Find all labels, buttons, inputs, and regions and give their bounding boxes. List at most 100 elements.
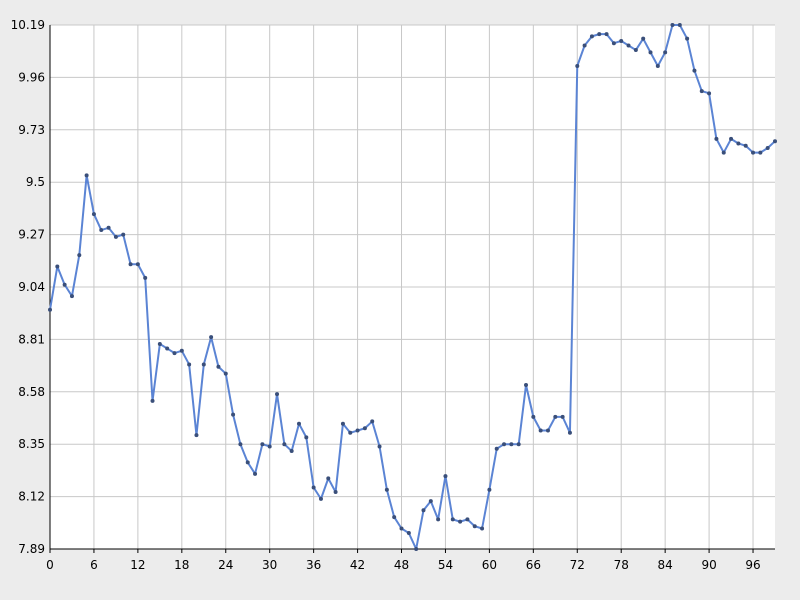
data-point (282, 442, 287, 447)
data-point (311, 485, 316, 490)
x-tick-label: 48 (394, 558, 409, 572)
data-point (165, 346, 170, 351)
data-point (362, 426, 367, 431)
data-point (531, 414, 536, 419)
data-point (55, 264, 60, 269)
data-point (267, 444, 272, 449)
data-point (487, 487, 492, 492)
data-point (516, 442, 521, 447)
data-point (421, 508, 426, 513)
x-tick-label: 66 (526, 558, 541, 572)
data-point (384, 487, 389, 492)
y-tick-label: 8.35 (18, 437, 45, 451)
data-point (121, 232, 126, 237)
data-point (77, 253, 82, 258)
y-tick-label: 9.04 (18, 280, 45, 294)
data-point (502, 442, 507, 447)
data-point (589, 34, 594, 39)
x-tick-label: 0 (46, 558, 54, 572)
data-point (575, 64, 580, 69)
data-point (69, 294, 74, 299)
data-point (597, 32, 602, 37)
data-point (223, 371, 228, 376)
series-layer (48, 23, 777, 551)
data-point (172, 351, 177, 356)
data-point (370, 419, 375, 424)
data-point (150, 398, 155, 403)
data-point (187, 362, 192, 367)
y-tick-label: 10.19 (11, 18, 45, 32)
data-point (289, 449, 294, 454)
data-point (209, 335, 214, 340)
data-point (377, 444, 382, 449)
y-tick-label: 8.81 (18, 332, 45, 346)
y-tick-label: 9.96 (18, 70, 45, 84)
x-axis-tick-labels: 0 6 12 18 24 30 36 42 48 54 60 66 72 78 84 90 96 (46, 558, 760, 572)
data-point (538, 428, 543, 433)
data-point (113, 234, 118, 239)
data-point (509, 442, 514, 447)
data-point (157, 341, 162, 346)
data-point (707, 91, 712, 96)
data-point (84, 173, 89, 178)
data-point (128, 262, 133, 267)
data-point (48, 307, 52, 312)
data-point (231, 412, 236, 417)
data-point (135, 262, 140, 267)
data-point (472, 524, 477, 529)
data-point (758, 150, 763, 155)
data-point (655, 64, 660, 69)
x-tick-label: 72 (570, 558, 585, 572)
data-point (260, 442, 265, 447)
x-tick-label: 6 (90, 558, 98, 572)
data-point (480, 526, 485, 531)
data-point (443, 474, 448, 479)
y-tick-label: 8.12 (18, 490, 45, 504)
x-tick-label: 54 (438, 558, 453, 572)
data-point (458, 519, 463, 524)
data-point (348, 430, 353, 435)
data-point (626, 43, 631, 48)
data-point (677, 23, 682, 27)
y-tick-label: 9.27 (18, 228, 45, 242)
data-point (648, 50, 653, 55)
data-point (465, 517, 470, 522)
data-point (304, 435, 309, 440)
data-point (143, 275, 148, 280)
data-point (428, 499, 433, 504)
data-point (216, 364, 221, 369)
axis-lines (49, 25, 775, 553)
x-tick-label: 24 (218, 558, 233, 572)
data-point (736, 141, 741, 146)
data-point (296, 421, 301, 426)
data-point (567, 430, 572, 435)
grid-lines (49, 24, 775, 550)
x-tick-label: 78 (614, 558, 629, 572)
x-tick-label: 96 (745, 558, 760, 572)
data-point (106, 225, 111, 230)
data-point (62, 282, 67, 287)
data-point (91, 212, 96, 217)
data-point (699, 89, 704, 94)
data-point (641, 36, 646, 41)
data-point (611, 41, 616, 46)
data-point (524, 382, 529, 387)
data-point (721, 150, 726, 155)
data-point (201, 362, 206, 367)
data-point (685, 36, 690, 41)
data-point (729, 136, 734, 141)
x-tick-label: 18 (174, 558, 189, 572)
data-point (743, 143, 748, 148)
x-tick-label: 84 (658, 558, 673, 572)
data-point (414, 547, 419, 551)
data-point (714, 136, 719, 141)
data-point (633, 48, 638, 53)
data-point (494, 446, 499, 451)
data-point (751, 150, 756, 155)
data-point (773, 139, 777, 144)
data-point (450, 517, 455, 522)
x-tick-label: 42 (350, 558, 365, 572)
y-tick-label: 9.5 (26, 175, 45, 189)
